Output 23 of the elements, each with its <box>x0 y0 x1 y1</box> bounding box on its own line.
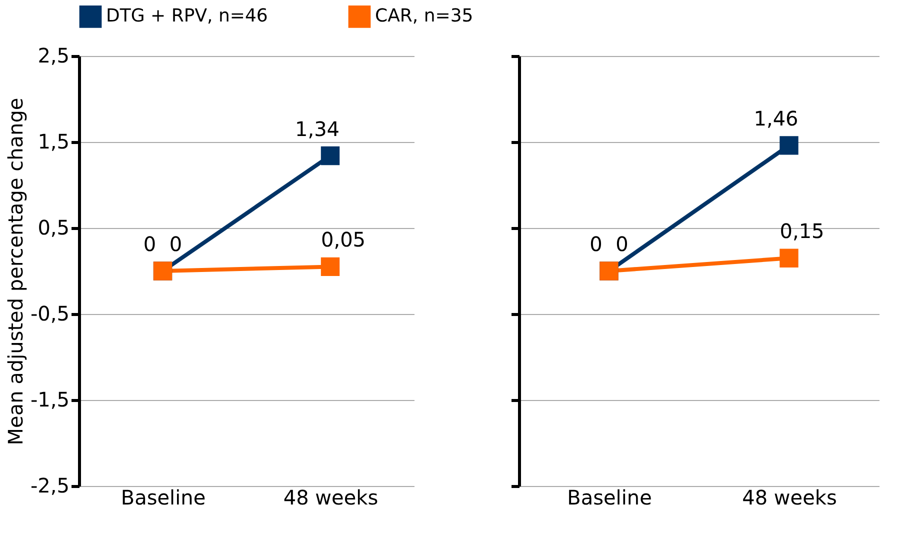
y-tick-label: -1,5 <box>30 388 70 412</box>
data-label: 0,15 <box>780 219 824 244</box>
x-tick-label: 48 weeks <box>742 486 837 510</box>
point <box>320 146 340 166</box>
data-label: 0 <box>143 232 156 256</box>
x-tick-label: 48 weeks <box>283 486 378 510</box>
data-label: 0,05 <box>320 228 366 252</box>
data-label: 1,34 <box>294 116 340 141</box>
y-tick-label: 0,5 <box>38 216 70 240</box>
point <box>320 257 340 276</box>
data-label: 0 <box>169 232 182 256</box>
y-axis-title: Mean adjusted percentage change <box>3 98 28 446</box>
y-tick-label: -0,5 <box>30 302 70 326</box>
y-tick-label: -2,5 <box>30 474 70 498</box>
data-label: 0 <box>590 232 602 256</box>
legend-label: DTG + RPV, n=46 <box>106 6 268 27</box>
data-label: 1,46 <box>754 106 798 130</box>
data-label: 0 <box>616 232 628 256</box>
x-tick-label: Baseline <box>567 486 652 510</box>
y-tick-label: 1,5 <box>38 130 70 154</box>
y-tick-label: 2,5 <box>38 44 70 68</box>
legend-label: CAR, n=35 <box>375 6 474 27</box>
x-tick-label: Baseline <box>120 486 206 510</box>
